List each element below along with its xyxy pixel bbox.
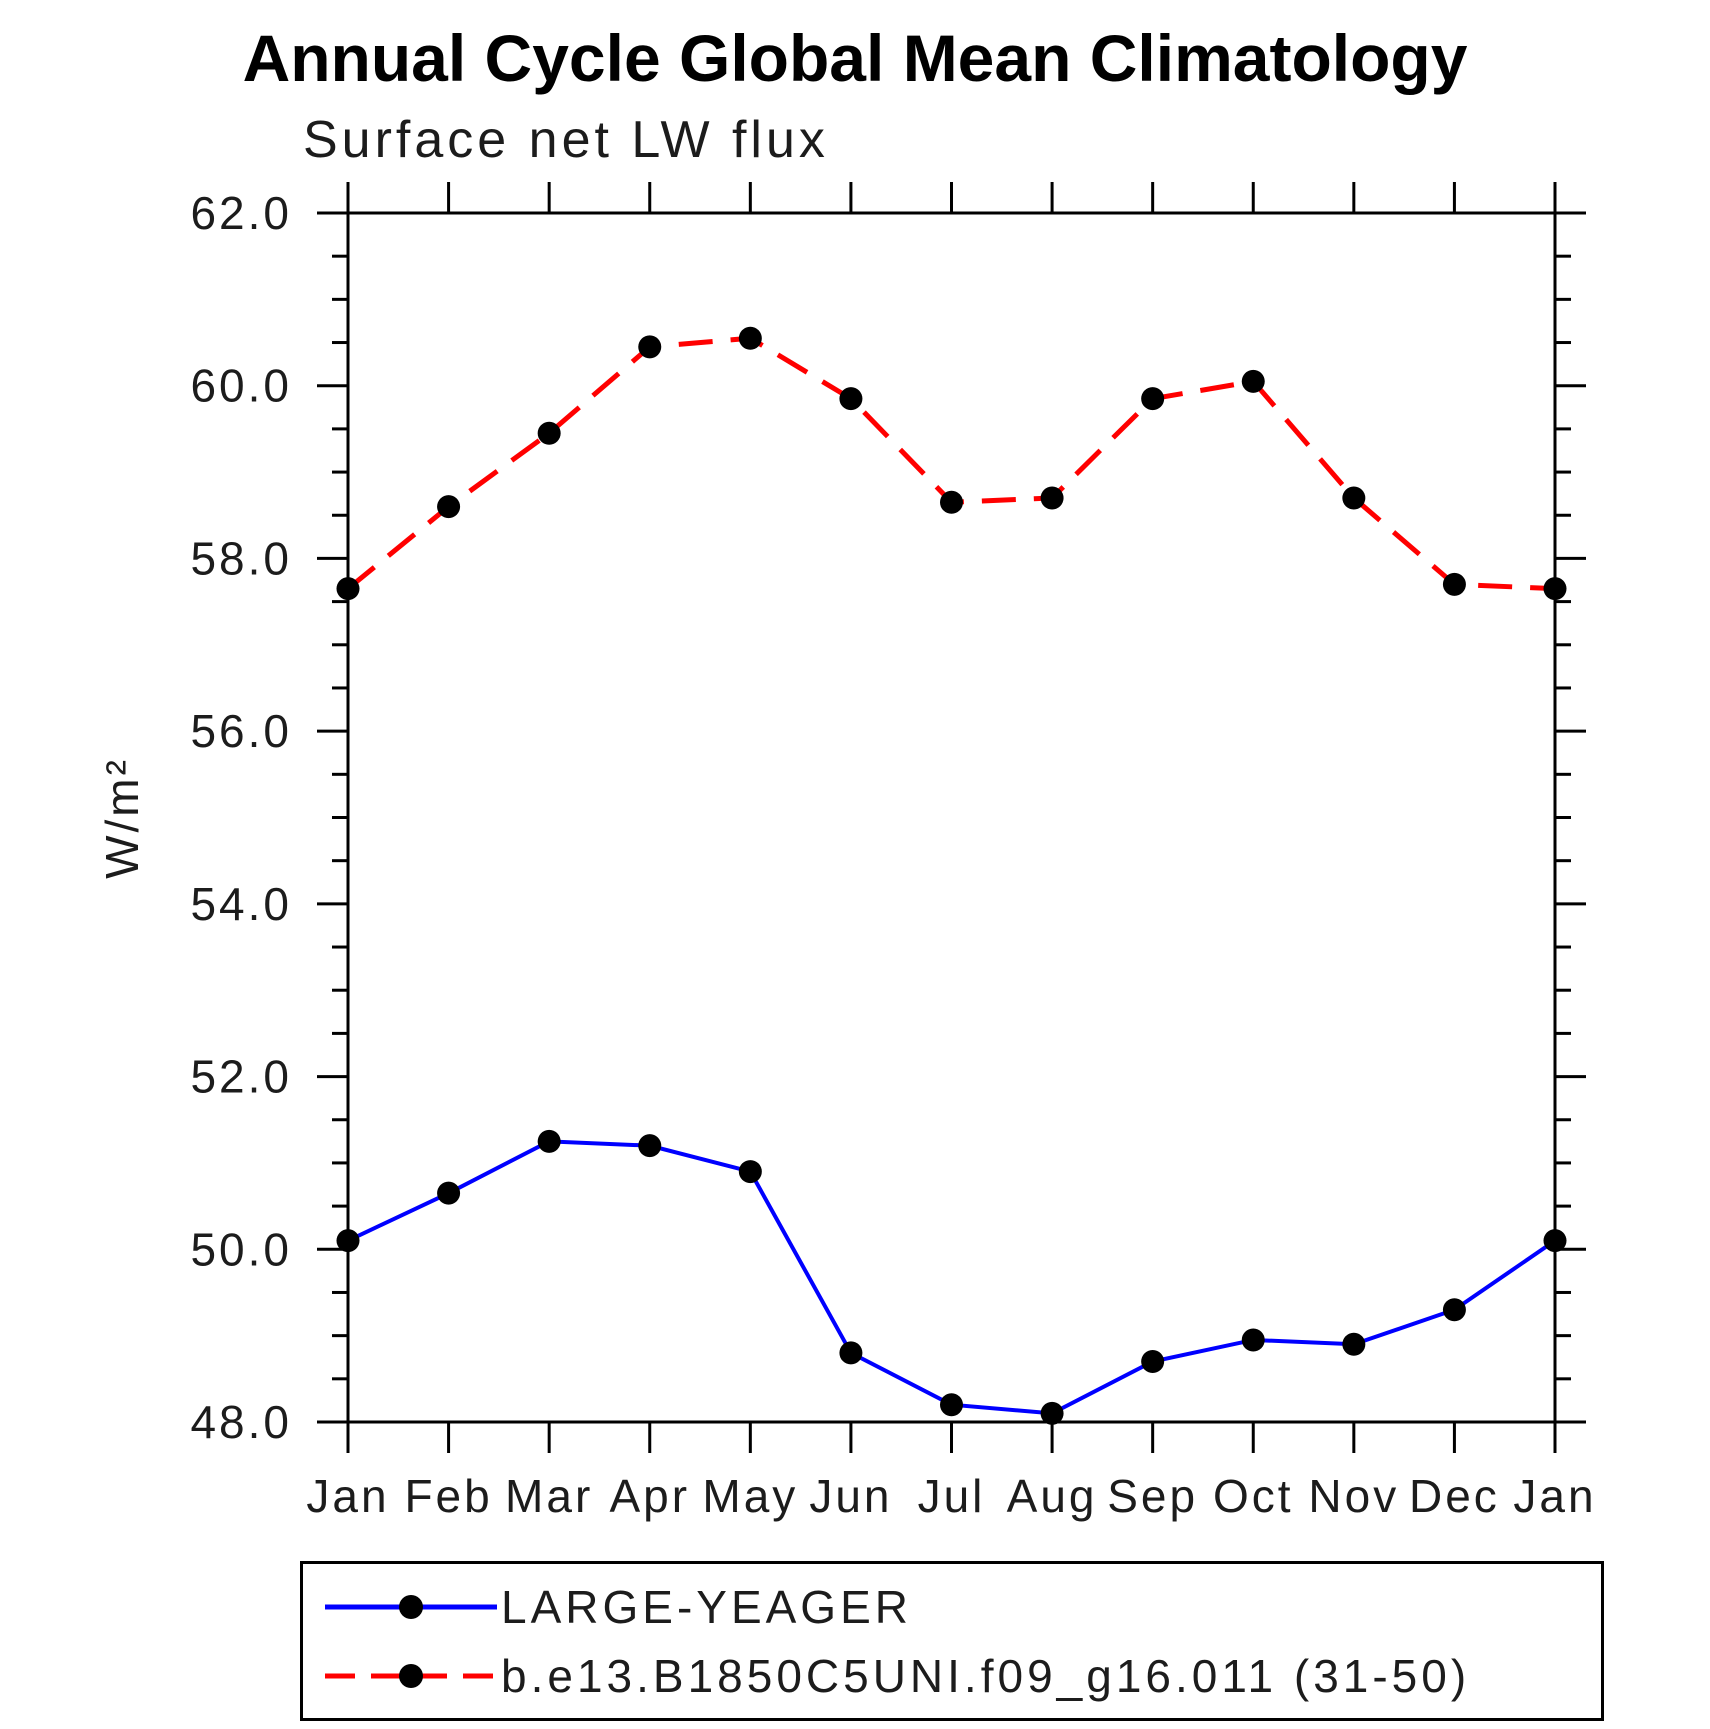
legend-sample-line-solid [325, 1594, 497, 1619]
data-point-marker [537, 421, 561, 445]
data-point-marker [738, 1160, 762, 1184]
data-point-marker [638, 1134, 662, 1158]
y-tick-label: 50.0 [190, 1223, 292, 1275]
series-line-1 [346, 335, 1556, 592]
y-tick-label: 48.0 [190, 1396, 292, 1448]
data-point-marker [1543, 1229, 1567, 1253]
data-point-marker [537, 1129, 561, 1153]
data-point-marker [940, 490, 963, 514]
x-tick-label: Jul [918, 1470, 986, 1522]
legend-label-large-yeager: LARGE-YEAGER [501, 1580, 912, 1633]
data-point-marker [336, 1229, 360, 1253]
y-tick-label: 58.0 [190, 532, 292, 584]
data-point-marker [1241, 369, 1265, 393]
data-point-marker [638, 335, 662, 359]
x-tick-label: Apr [609, 1470, 690, 1522]
data-point-marker [1141, 1350, 1165, 1374]
legend-row-large-yeager: LARGE-YEAGER [321, 1574, 1601, 1640]
x-tick-label: Mar [505, 1470, 593, 1522]
y-tick-label: 52.0 [190, 1051, 292, 1103]
data-point-marker [940, 1393, 963, 1417]
data-point-marker [839, 387, 863, 411]
x-tick-label: Sep [1107, 1470, 1198, 1522]
data-point-marker [437, 1181, 461, 1205]
data-point-marker [1342, 486, 1366, 510]
data-point-marker [1342, 1332, 1366, 1356]
y-tick-label: 56.0 [190, 705, 292, 757]
legend-box: LARGE-YEAGER b.e13.B1850C5UNI.f09_g16.01… [300, 1561, 1604, 1721]
legend-sample-line-dashed [325, 1663, 497, 1688]
data-point-marker [1141, 387, 1165, 411]
data-point-marker [1442, 572, 1466, 596]
y-tick-label: 60.0 [190, 360, 292, 412]
x-tick-label: Aug [1007, 1470, 1098, 1522]
x-tick-label: Jan [1513, 1470, 1596, 1522]
data-point-marker [1543, 577, 1567, 601]
x-tick-label: Jan [306, 1470, 389, 1522]
legend-row-model-case: b.e13.B1850C5UNI.f09_g16.011 (31-50) [321, 1643, 1601, 1709]
chart-title: Annual Cycle Global Mean Climatology [242, 21, 1468, 95]
data-point-marker [839, 1341, 863, 1365]
plot-frame [346, 211, 1557, 1424]
series-line-0 [347, 1139, 1557, 1416]
data-point-marker [437, 495, 461, 519]
data-point-marker [738, 326, 762, 350]
x-tick-label: Dec [1409, 1470, 1500, 1522]
legend-label-model-case: b.e13.B1850C5UNI.f09_g16.011 (31-50) [501, 1649, 1471, 1702]
x-tick-label: Feb [404, 1470, 492, 1522]
data-point-marker [1442, 1298, 1466, 1322]
x-tick-label: May [702, 1470, 798, 1522]
data-point-marker [1241, 1328, 1265, 1352]
data-point-marker [336, 577, 360, 601]
x-tick-label: Jun [809, 1470, 892, 1522]
x-tick-label: Nov [1308, 1470, 1399, 1522]
chart-subtitle: Surface net LW flux [303, 111, 829, 169]
x-tick-label: Oct [1213, 1470, 1294, 1522]
data-point-marker [1040, 486, 1064, 510]
data-point-marker [1040, 1401, 1064, 1425]
y-tick-label: 54.0 [190, 878, 292, 930]
y-tick-label: 62.0 [190, 187, 292, 239]
